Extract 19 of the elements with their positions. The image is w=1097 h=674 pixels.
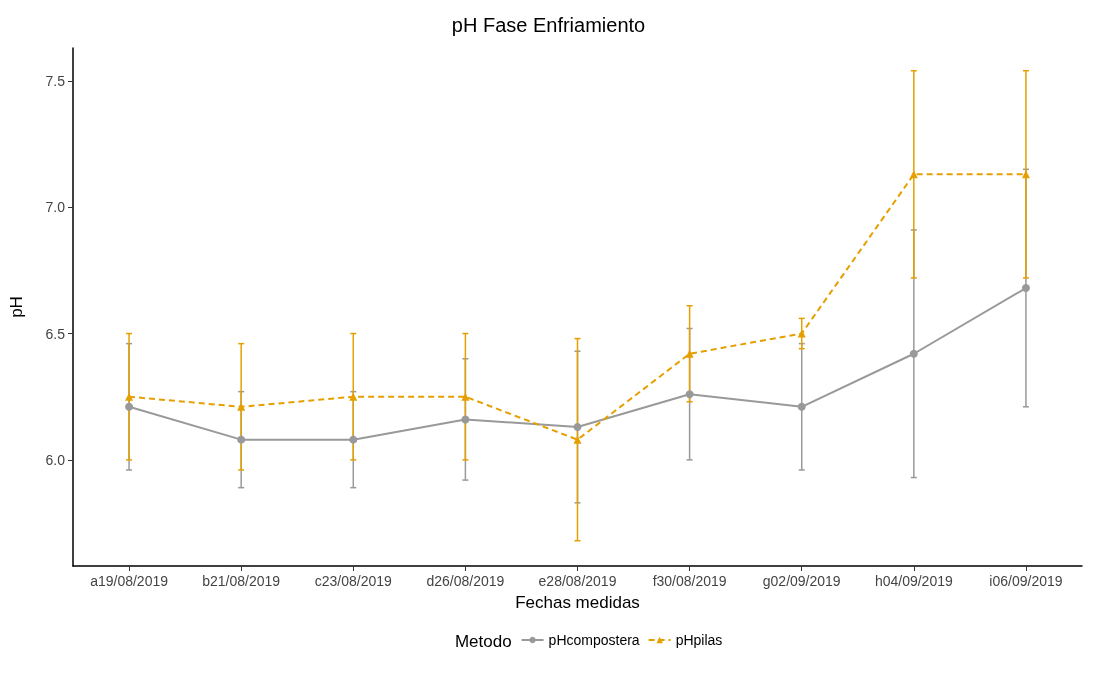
legend-label: pHpilas xyxy=(675,632,723,648)
x-tick-label: f30/08/2019 xyxy=(652,573,727,589)
x-tick-label: d26/08/2019 xyxy=(426,573,505,589)
legend-title: Metodo xyxy=(454,632,512,651)
x-tick-label: a19/08/2019 xyxy=(90,573,169,589)
x-tick-label: h04/09/2019 xyxy=(874,573,953,589)
x-tick-label: b21/08/2019 xyxy=(202,573,281,589)
y-axis-title: pH xyxy=(7,296,26,318)
x-tick-label: g02/09/2019 xyxy=(762,573,841,589)
x-axis-title: Fechas medidas xyxy=(515,593,640,612)
x-tick-label: i06/09/2019 xyxy=(989,573,1063,589)
y-tick-label: 6.5 xyxy=(45,325,66,342)
y-tick-label: 6.0 xyxy=(45,451,66,468)
chart-title: pH Fase Enfriamiento xyxy=(451,14,646,36)
legend-label: pHcompostera xyxy=(548,632,640,648)
y-tick-label: 7.0 xyxy=(45,199,66,216)
x-tick-label: c23/08/2019 xyxy=(314,573,393,589)
x-tick-label: e28/08/2019 xyxy=(538,573,617,589)
y-tick-label: 7.5 xyxy=(45,72,66,89)
